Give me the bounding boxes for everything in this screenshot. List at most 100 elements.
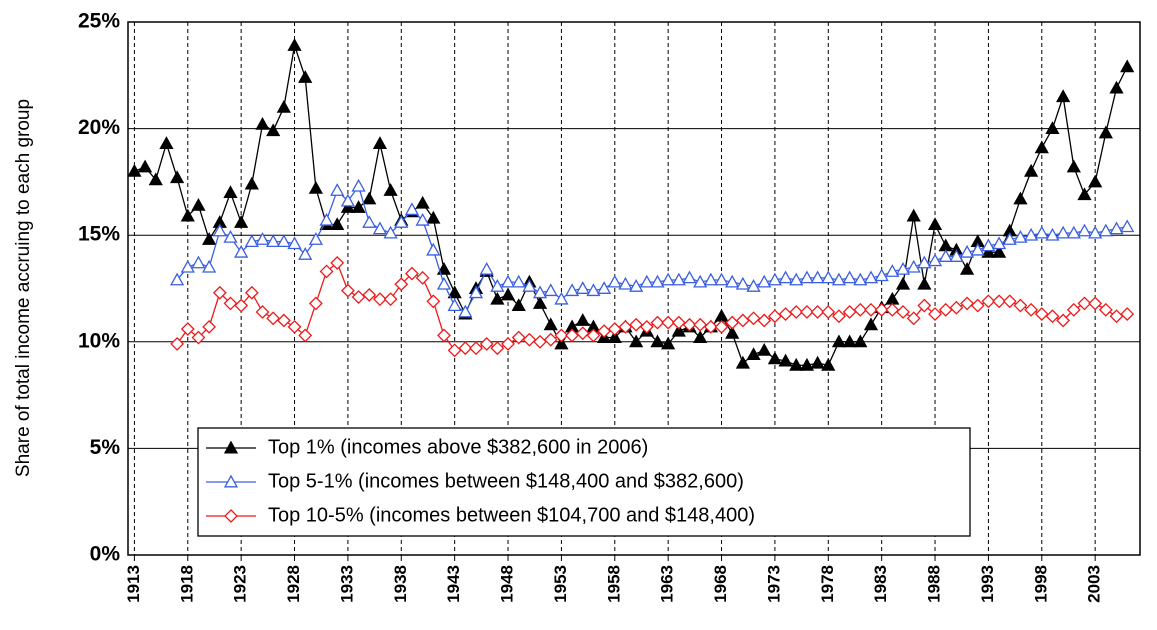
legend-box [197,427,971,537]
marker [287,236,302,250]
marker [885,291,900,305]
marker [1066,225,1081,239]
marker [223,474,239,488]
marker [917,298,932,313]
marker [874,302,889,317]
marker [1056,225,1071,239]
marker [1077,296,1092,311]
marker [404,202,420,216]
marker [372,221,388,235]
y-tick-label: 0% [90,543,121,566]
marker [831,334,847,348]
marker [725,274,740,288]
marker [1045,121,1060,135]
marker [1024,227,1039,241]
marker [1098,302,1113,317]
marker [287,319,302,334]
marker [170,337,185,351]
marker [629,334,644,348]
marker [938,238,953,252]
y-tick-label: 15% [78,223,120,246]
marker [351,178,366,192]
y-axis-label: Share of total income accruing to each g… [13,99,34,477]
marker [234,244,249,258]
marker [468,285,484,299]
marker [586,283,601,297]
marker [671,323,686,337]
marker [789,357,804,371]
marker [1024,302,1039,317]
y-tick-label: 5% [90,436,121,459]
marker [511,330,526,345]
marker [757,274,772,288]
marker [415,270,430,285]
marker [362,191,377,205]
marker [554,336,569,350]
marker [735,313,750,328]
marker [298,70,313,83]
marker [426,294,441,309]
marker [511,298,526,312]
marker [810,305,825,319]
marker [799,270,815,284]
marker [287,38,302,51]
marker [725,325,740,339]
plot-frame [127,21,1141,556]
x-tick-label: 1923 [231,565,250,603]
marker [810,270,825,284]
x-tick-label: 1973 [764,565,783,603]
marker [180,208,195,222]
marker [671,315,686,330]
marker [863,317,879,331]
marker [1109,80,1124,94]
x-tick-label: 1988 [925,565,944,603]
marker [234,215,249,228]
y-tick-label: 20% [78,116,120,139]
marker [1013,298,1028,313]
marker [532,296,548,309]
marker [1024,163,1039,177]
x-tick-label: 1963 [658,565,677,603]
marker [842,334,857,348]
marker [330,217,345,230]
marker [458,341,473,356]
marker [661,315,676,330]
marker [575,281,590,294]
marker [821,357,836,371]
marker [639,319,654,334]
marker [212,223,227,237]
x-tick-label: 1993 [978,565,997,603]
marker [981,238,996,252]
marker [1088,174,1103,188]
marker [1056,313,1071,328]
marker [778,270,793,284]
marker [319,264,334,279]
marker [863,270,879,284]
marker [137,159,153,173]
marker [191,198,206,211]
marker [330,255,345,270]
marker [746,347,761,361]
marker [757,313,772,328]
marker [224,509,238,523]
marker [949,300,964,315]
marker [490,291,505,305]
marker [703,272,718,286]
marker [671,272,686,286]
marker [170,170,185,184]
marker [970,242,985,256]
marker [212,285,227,300]
marker [874,268,889,282]
marker [928,307,942,322]
x-tick-label: 1958 [604,565,623,603]
marker [949,249,964,262]
marker [1034,307,1049,322]
marker [255,116,270,130]
marker [159,136,174,149]
marker [180,259,195,273]
marker [554,291,569,305]
y-tick-label: 10% [78,329,120,352]
marker [629,279,644,292]
marker [223,296,238,311]
